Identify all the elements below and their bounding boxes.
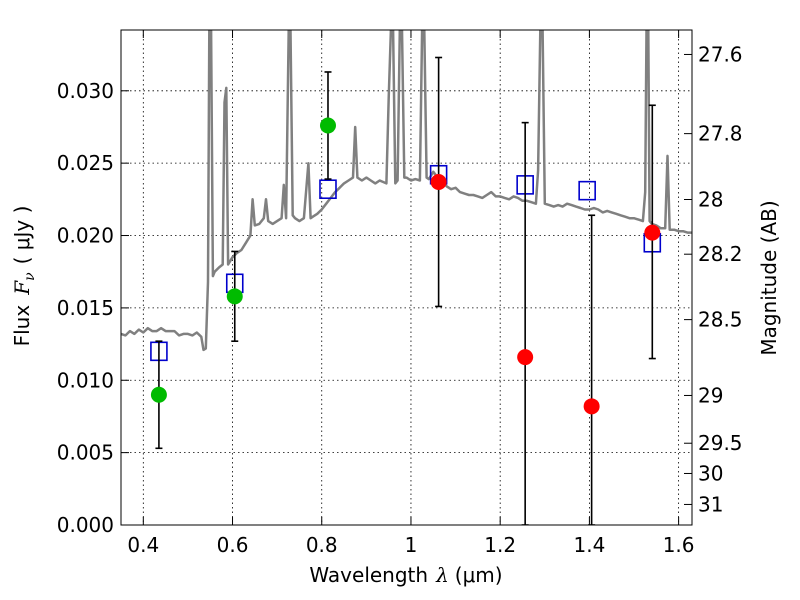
non-detection-point xyxy=(583,398,600,415)
model-spectrum-line xyxy=(121,30,692,352)
detection-point xyxy=(226,288,243,305)
x-tick-label: 1.4 xyxy=(573,533,605,557)
y-tick-label: 0.005 xyxy=(57,441,114,465)
x-axis-label-main: Wavelength xyxy=(309,563,428,587)
y2-tick-label: 28.5 xyxy=(698,308,743,332)
non-detection-point xyxy=(517,349,534,366)
grid-lines xyxy=(121,30,692,526)
model-photometry-square xyxy=(578,180,596,201)
x-tick-label: 1.2 xyxy=(484,533,516,557)
x-tick-label: 1 xyxy=(405,533,418,557)
model-photometry-square xyxy=(319,179,337,200)
y2-axis-label: Magnitude (AB) xyxy=(757,200,781,355)
non-detection-point xyxy=(644,224,661,241)
y2-tick-label: 27.6 xyxy=(698,42,743,66)
x-tick-label: 1.6 xyxy=(663,533,695,557)
y-tick-label: 0.015 xyxy=(57,296,114,320)
y2-tick-label: 28.2 xyxy=(698,242,743,266)
y-axis-label: Flux Fν ( μJy ) xyxy=(10,206,38,347)
x-axis-label: Wavelength λ (μm) xyxy=(309,563,502,587)
x-axis-label-symbol: λ xyxy=(435,563,449,587)
y-tick-label: 0.020 xyxy=(57,224,114,248)
plot-frame xyxy=(120,29,693,526)
y-axis-label-main: Flux xyxy=(10,305,34,347)
y-axis-label-subscript: ν xyxy=(22,272,38,281)
non-detection-point xyxy=(430,173,447,190)
detection-point xyxy=(150,386,167,403)
y-axis-label-unit: ( μJy ) xyxy=(10,206,34,265)
y-tick-label: 0.000 xyxy=(57,513,114,537)
y-tick-label: 0.010 xyxy=(57,368,114,392)
x-tick-label: 0.6 xyxy=(217,533,249,557)
detection-point xyxy=(319,117,336,134)
x-tick-label: 0.8 xyxy=(306,533,338,557)
tick-labels: 0.4 0.6 0.8 1 1.2 1.4 1.6 0.000 0.005 0.010 0.015 0… xyxy=(57,42,743,557)
y-tick-label: 0.030 xyxy=(57,79,114,103)
x-axis-label-unit: (μm) xyxy=(455,563,503,587)
y-axis-label-symbol: F xyxy=(10,280,34,296)
y2-tick-label: 28 xyxy=(698,187,723,211)
y2-tick-label: 29 xyxy=(698,383,723,407)
y2-tick-label: 29.5 xyxy=(698,431,743,455)
y2-tick-label: 27.8 xyxy=(698,122,743,146)
y-tick-label: 0.025 xyxy=(57,151,114,175)
y2-tick-label: 31 xyxy=(698,492,723,516)
y2-tick-label: 30 xyxy=(698,461,723,485)
plot-area xyxy=(121,30,692,525)
x-tick-label: 0.4 xyxy=(127,533,159,557)
